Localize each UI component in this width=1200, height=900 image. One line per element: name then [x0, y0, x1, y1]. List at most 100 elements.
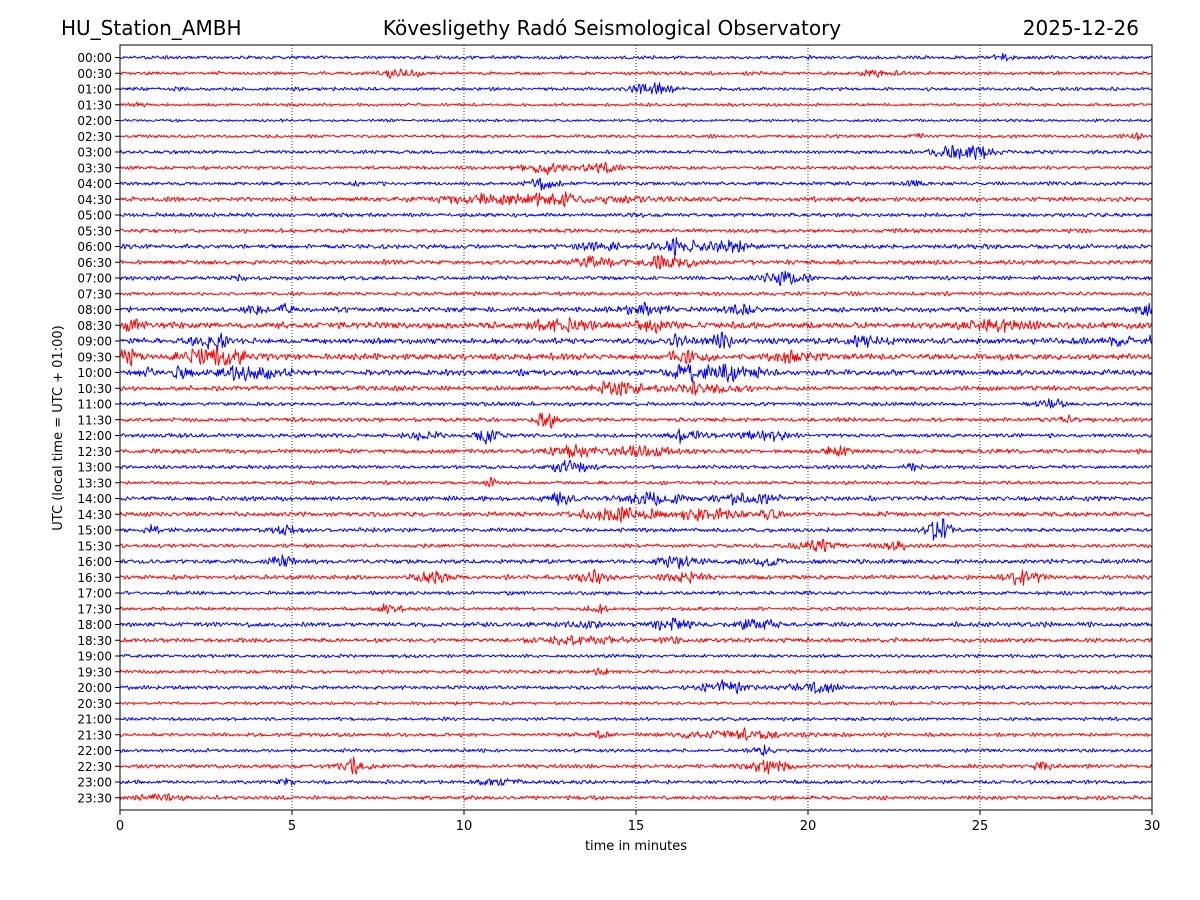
x-tick-label: 15 — [628, 819, 645, 834]
trace-0030 — [119, 68, 1153, 79]
trace-0700 — [119, 270, 1153, 287]
trace-0900 — [119, 331, 1153, 351]
trace-0300 — [119, 144, 1153, 160]
trace-1300 — [119, 459, 1153, 473]
trace-1430 — [119, 506, 1153, 523]
trace-1700 — [119, 590, 1153, 596]
y-axis-label: UTC (local time = UTC + 01:00) — [51, 325, 66, 530]
y-tick-label: 10:00 — [77, 366, 112, 380]
y-tick-label: 05:30 — [77, 224, 112, 238]
y-tick-label: 22:00 — [77, 744, 112, 758]
chart-title: Kövesligethy Radó Seismological Observat… — [382, 16, 842, 40]
y-tick-label: 23:00 — [77, 776, 112, 790]
y-tick-label: 03:30 — [77, 161, 112, 175]
trace-2130 — [119, 727, 1153, 741]
y-tick-label: 01:30 — [77, 98, 112, 112]
y-tick-label: 06:00 — [77, 240, 112, 254]
trace-1200 — [120, 428, 1153, 445]
trace-0500 — [119, 212, 1153, 218]
trace-0400 — [119, 177, 1153, 191]
seismic-traces — [119, 52, 1153, 802]
x-tick-label: 20 — [800, 819, 817, 834]
y-tick-label: 10:30 — [77, 382, 112, 396]
trace-1530 — [119, 538, 1153, 553]
trace-1800 — [119, 617, 1153, 631]
trace-0000 — [119, 52, 1153, 62]
trace-1930 — [119, 667, 1153, 676]
y-tick-label: 21:00 — [77, 713, 112, 727]
y-tick-label: 06:30 — [77, 256, 112, 270]
y-tick-label: 14:30 — [77, 508, 112, 522]
y-tick-label: 16:30 — [77, 571, 112, 585]
x-tick-label: 0 — [116, 819, 124, 834]
trace-1000 — [119, 363, 1153, 383]
trace-1130 — [119, 412, 1153, 429]
grid-lines — [291, 45, 981, 810]
y-tick-label: 08:00 — [77, 303, 112, 317]
trace-0430 — [119, 191, 1153, 208]
y-tick-label: 01:00 — [77, 83, 112, 97]
trace-2030 — [119, 701, 1153, 706]
trace-0600 — [119, 237, 1153, 256]
y-tick-label: 00:30 — [77, 67, 112, 81]
x-tick-label: 10 — [456, 819, 473, 834]
y-tick-label: 11:00 — [77, 398, 112, 412]
trace-0800 — [119, 301, 1153, 317]
y-tick-label: 07:30 — [77, 287, 112, 301]
trace-2230 — [119, 756, 1153, 775]
x-axis: 0 5 10 15 20 25 30 — [116, 810, 1160, 834]
trace-1900 — [119, 653, 1153, 659]
y-tick-label: 05:00 — [77, 209, 112, 223]
trace-1230 — [120, 443, 1153, 459]
trace-2100 — [119, 716, 1153, 722]
trace-0130 — [119, 101, 1153, 108]
y-tick-label: 20:30 — [77, 697, 112, 711]
y-tick-label: 22:30 — [77, 760, 112, 774]
trace-2200 — [119, 744, 1153, 757]
trace-1100 — [119, 398, 1153, 409]
y-tick-label: 15:00 — [77, 524, 112, 538]
y-tick-label: 09:00 — [77, 335, 112, 349]
x-tick-label: 25 — [972, 819, 989, 834]
y-tick-label: 23:30 — [77, 791, 112, 805]
trace-1400 — [119, 491, 1153, 506]
y-tick-label: 09:30 — [77, 350, 112, 364]
trace-1500 — [119, 518, 1153, 541]
y-tick-label: 13:30 — [77, 476, 112, 490]
trace-1330 — [119, 477, 1153, 488]
station-label: HU_Station_AMBH — [61, 16, 242, 40]
y-tick-label: 18:00 — [77, 618, 112, 632]
trace-0630 — [119, 254, 1153, 270]
y-tick-label: 12:30 — [77, 445, 112, 459]
y-tick-label: 07:00 — [77, 272, 112, 286]
trace-1830 — [119, 635, 1153, 646]
trace-0530 — [119, 227, 1153, 234]
y-tick-label: 11:30 — [77, 413, 112, 427]
y-tick-label: 16:00 — [77, 555, 112, 569]
trace-2300 — [119, 777, 1153, 786]
x-tick-label: 30 — [1144, 819, 1161, 834]
y-tick-label: 20:00 — [77, 681, 112, 695]
y-tick-label: 14:00 — [77, 492, 112, 506]
plot-frame — [119, 44, 1153, 811]
trace-0730 — [119, 291, 1153, 297]
y-tick-label: 08:30 — [77, 319, 112, 333]
y-tick-label: 04:00 — [77, 177, 112, 191]
trace-2000 — [119, 679, 1153, 695]
trace-0100 — [119, 82, 1153, 95]
x-tick-label: 5 — [288, 819, 296, 834]
y-tick-label: 02:30 — [77, 130, 112, 144]
y-tick-label: 21:30 — [77, 728, 112, 742]
y-tick-label: 12:00 — [77, 429, 112, 443]
y-tick-label: 04:30 — [77, 193, 112, 207]
y-tick-label: 00:00 — [77, 51, 112, 65]
trace-2330 — [119, 793, 1152, 802]
trace-0330 — [119, 162, 1153, 176]
x-axis-label: time in minutes — [585, 839, 687, 854]
trace-0930 — [119, 347, 1153, 367]
trace-1600 — [119, 554, 1153, 570]
y-tick-label: 15:30 — [77, 539, 112, 553]
y-tick-label: 19:00 — [77, 650, 112, 664]
